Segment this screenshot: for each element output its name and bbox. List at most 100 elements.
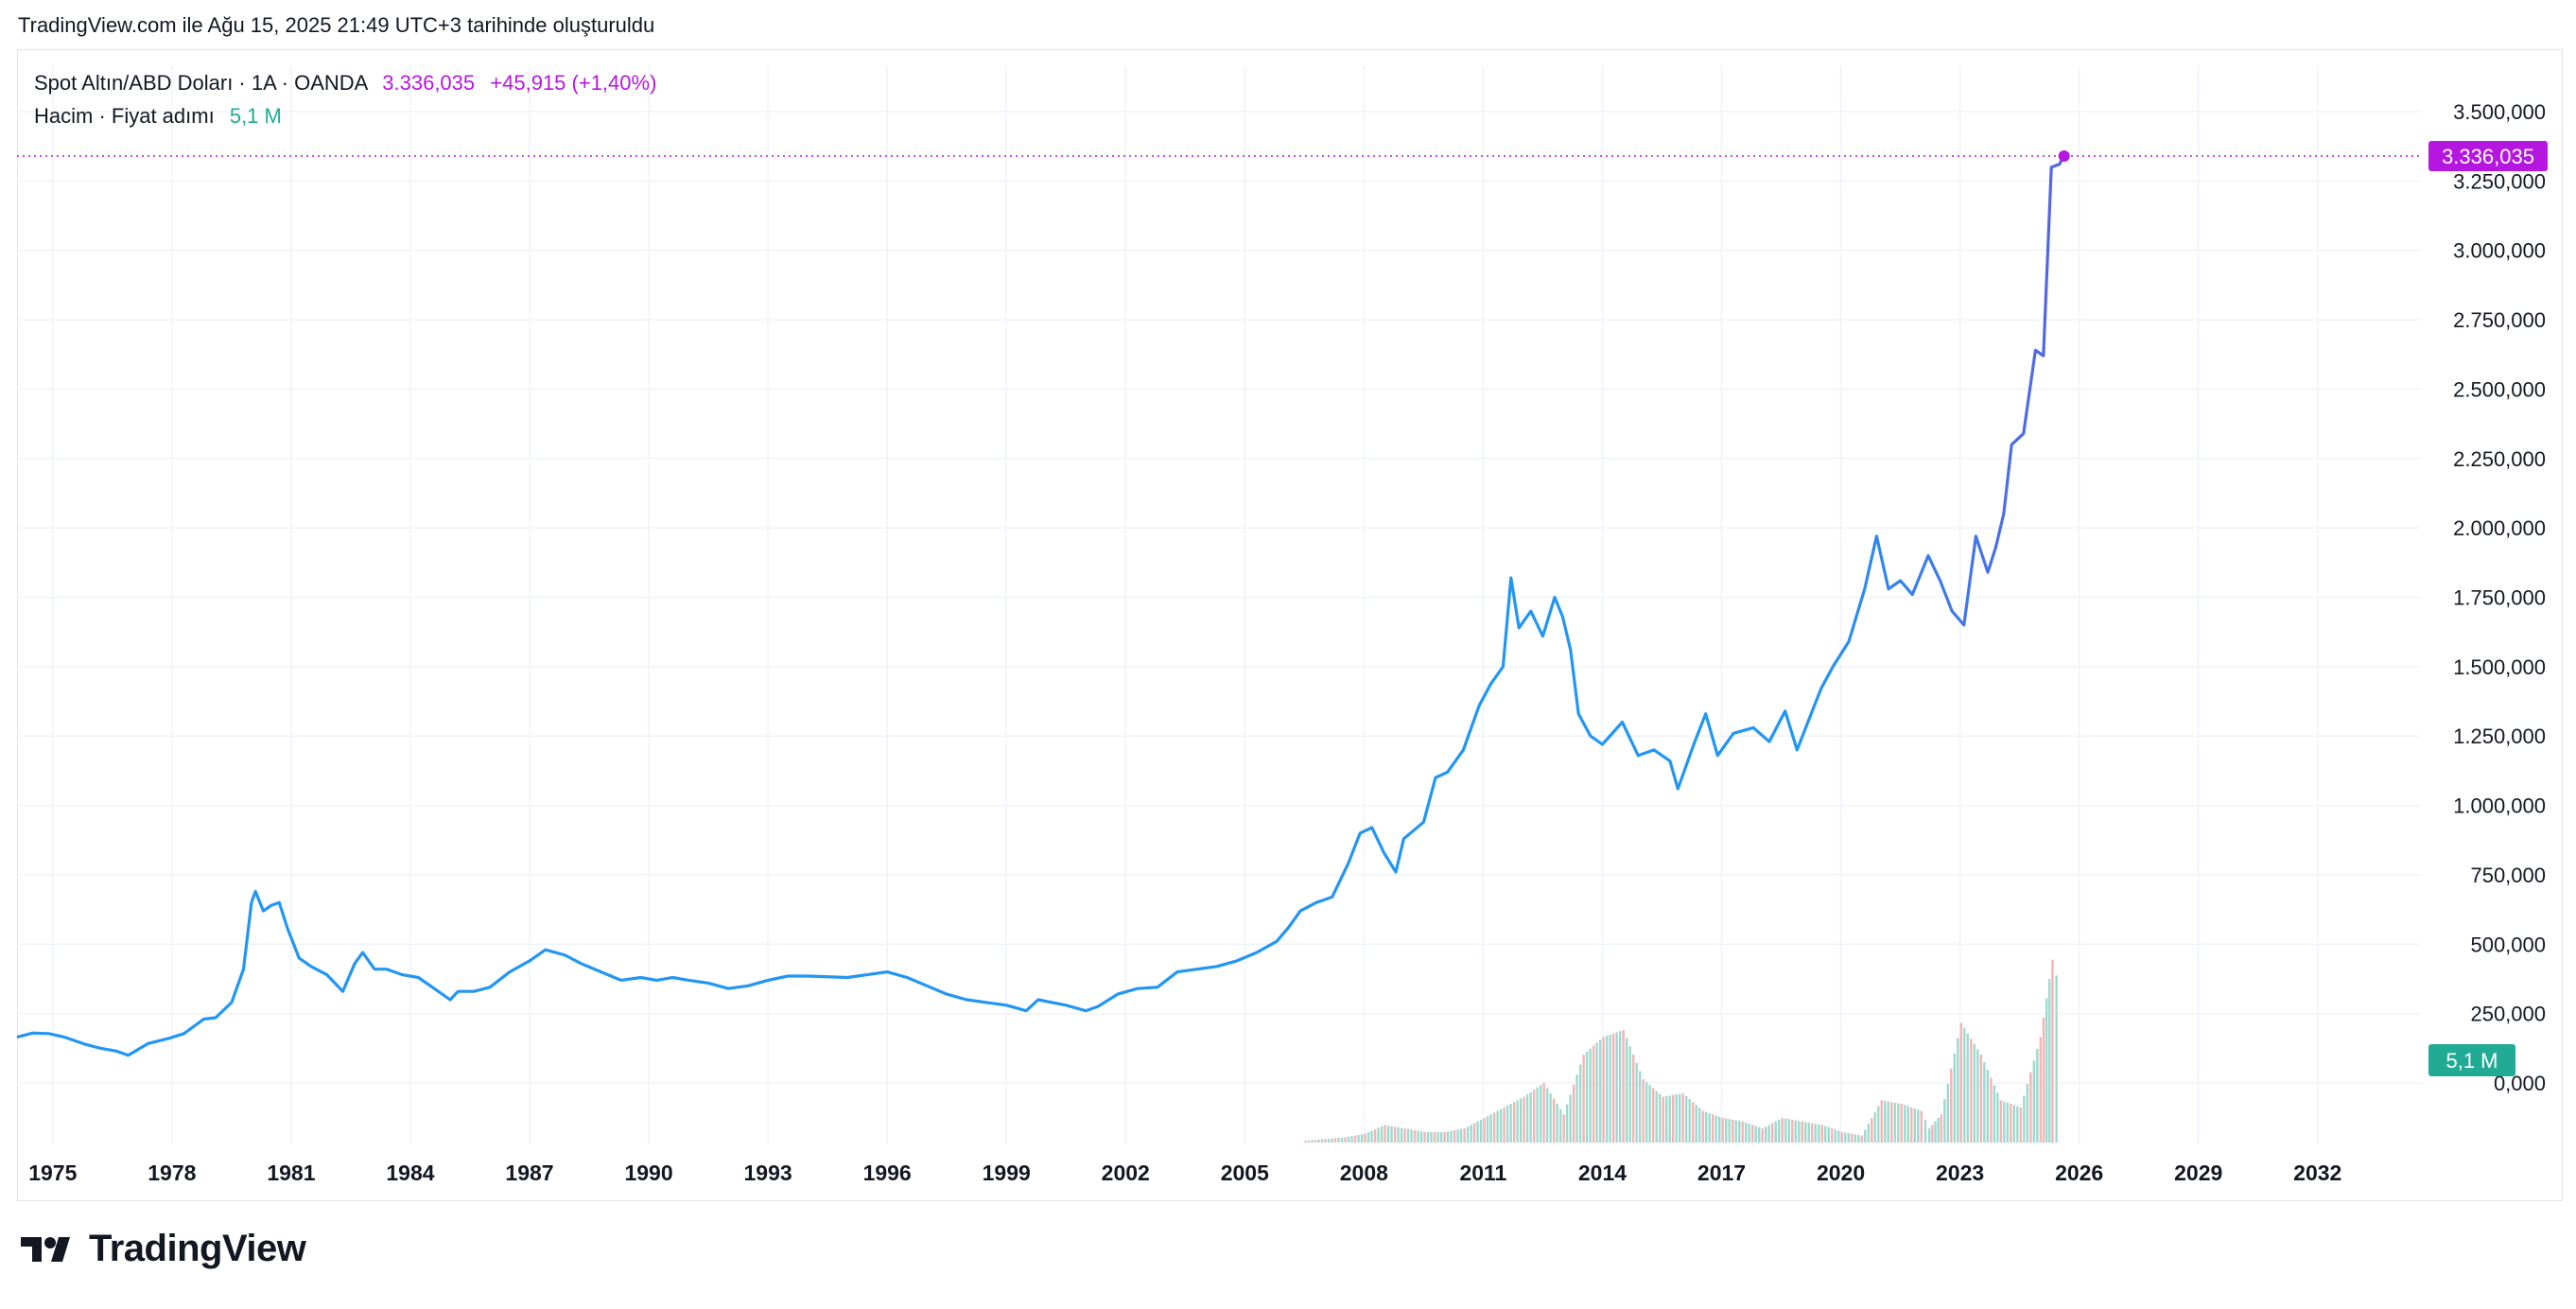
volume-bar	[1847, 1133, 1850, 1143]
volume-bar	[1940, 1114, 1942, 1143]
x-tick-label: 2014	[1578, 1161, 1627, 1185]
volume-bar	[1618, 1031, 1622, 1143]
volume-bar	[1642, 1079, 1645, 1143]
volume-bar	[1304, 1141, 1307, 1143]
volume-bar	[1864, 1129, 1867, 1143]
volume-bar	[1671, 1094, 1675, 1143]
volume-bar	[1827, 1126, 1830, 1143]
volume-bar	[1893, 1102, 1896, 1143]
x-tick-label: 2005	[1221, 1161, 1269, 1185]
tradingview-logo[interactable]: TradingView	[21, 1228, 306, 1270]
volume-bar	[1897, 1103, 1900, 1143]
volume-bar	[1307, 1140, 1311, 1143]
x-tick-label: 2023	[1936, 1161, 1984, 1185]
volume-bar	[1664, 1096, 1668, 1143]
legend-symbol[interactable]: Spot Altın/ABD Doları · 1A · OANDA	[34, 71, 368, 95]
volume-bar	[1539, 1085, 1542, 1143]
volume-bar	[1691, 1102, 1695, 1143]
volume-bar	[1778, 1119, 1781, 1143]
volume-bar	[1678, 1093, 1681, 1143]
volume-bar	[1386, 1126, 1390, 1143]
volume-bar	[1648, 1085, 1651, 1143]
series-line-gold-usd	[16, 155, 2066, 1057]
logo-text: TradingView	[89, 1228, 306, 1269]
volume-bar	[1333, 1138, 1337, 1143]
x-tick-label: 2008	[1340, 1161, 1388, 1185]
volume-bar	[1824, 1126, 1827, 1143]
volume-bar	[1986, 1070, 1990, 1143]
volume-bar	[1758, 1126, 1761, 1143]
volume-bar	[1745, 1122, 1748, 1143]
volume-bar	[1347, 1136, 1350, 1143]
volume-bar	[1496, 1110, 1499, 1143]
created-caption: TradingView.com ile Ağu 15, 2025 21:49 U…	[18, 13, 655, 37]
volume-bar	[1545, 1088, 1549, 1143]
volume-bar	[1725, 1118, 1728, 1143]
volume-bar	[1450, 1130, 1453, 1143]
volume-bar	[1765, 1126, 1767, 1143]
tradingview-logo-icon	[21, 1236, 70, 1262]
volume-bar	[1320, 1139, 1324, 1143]
volume-bar	[1996, 1092, 1999, 1143]
volume-bar	[1337, 1138, 1340, 1143]
x-tick-label: 1996	[863, 1161, 912, 1185]
volume-bar	[1787, 1119, 1790, 1143]
volume-bar	[1871, 1117, 1873, 1143]
volume-bar	[1453, 1129, 1456, 1143]
volume-bar	[1867, 1124, 1870, 1143]
x-tick-label: 2020	[1817, 1161, 1865, 1185]
y-tick-label: 1.000,000	[2453, 794, 2546, 818]
legend-volume-label[interactable]: Hacim · Fiyat adımı	[34, 104, 215, 128]
volume-bar	[1811, 1123, 1814, 1143]
volume-bar	[1732, 1119, 1734, 1143]
volume-badge	[2428, 1044, 2515, 1076]
volume-bar	[1767, 1125, 1770, 1143]
volume-bar	[2048, 979, 2051, 1143]
volume-bar	[1818, 1124, 1820, 1143]
volume-bar	[1595, 1042, 1598, 1143]
volume-bar	[2055, 975, 2058, 1143]
volume-bar	[1393, 1126, 1397, 1143]
volume-bar	[1486, 1116, 1489, 1143]
volume-bar	[1569, 1094, 1572, 1143]
volume-bar	[1523, 1096, 1525, 1143]
volume-bar	[1873, 1111, 1876, 1143]
volume-bar	[1681, 1092, 1684, 1143]
volume-bar	[2016, 1106, 2019, 1143]
volume-bar	[1350, 1136, 1353, 1143]
volume-bar	[1436, 1131, 1439, 1143]
volume-bar	[1463, 1128, 1466, 1143]
volume-bar	[1844, 1132, 1847, 1143]
volume-bar	[1840, 1131, 1843, 1143]
volume-bar	[1890, 1102, 1893, 1143]
volume-bar	[1492, 1112, 1496, 1143]
x-axis: 1975 1978 1981 1984 1987 1990 1993 1996 1999 2002…	[28, 1161, 2341, 1185]
volume-bar	[1324, 1139, 1327, 1143]
volume-bar	[1575, 1074, 1578, 1143]
y-tick-label: 2.000,000	[2453, 516, 2546, 540]
volume-bar	[1877, 1106, 1880, 1143]
volume-bar	[1761, 1128, 1764, 1143]
volume-bar	[1860, 1135, 1863, 1143]
x-tick-label: 2029	[2174, 1161, 2222, 1185]
volume-bar	[1979, 1055, 1983, 1143]
volume-bar	[1910, 1107, 1913, 1143]
legend: Spot Altın/ABD Doları · 1A · OANDA 3.336…	[34, 66, 656, 132]
y-tick-label: 1.250,000	[2453, 724, 2546, 748]
volume-bar	[1887, 1101, 1889, 1143]
volume-bar	[2026, 1084, 2029, 1143]
volume-bar	[1615, 1032, 1618, 1143]
x-tick-label: 1993	[744, 1161, 792, 1185]
volume-bar	[1589, 1048, 1592, 1143]
volume-bar	[1917, 1109, 1920, 1143]
chart-frame	[17, 49, 2563, 1201]
volume-bar	[1931, 1125, 1934, 1143]
volume-bar	[1880, 1100, 1883, 1143]
volume-bar	[1728, 1119, 1731, 1143]
y-tick-label: 500,000	[2470, 933, 2546, 956]
volume-bar	[1714, 1115, 1717, 1143]
volume-bar	[1340, 1137, 1344, 1143]
volume-bar	[1413, 1129, 1417, 1143]
y-axis: 3.500,000 3.250,000 3.000,000 2.750,000 2.50…	[2453, 100, 2546, 1095]
